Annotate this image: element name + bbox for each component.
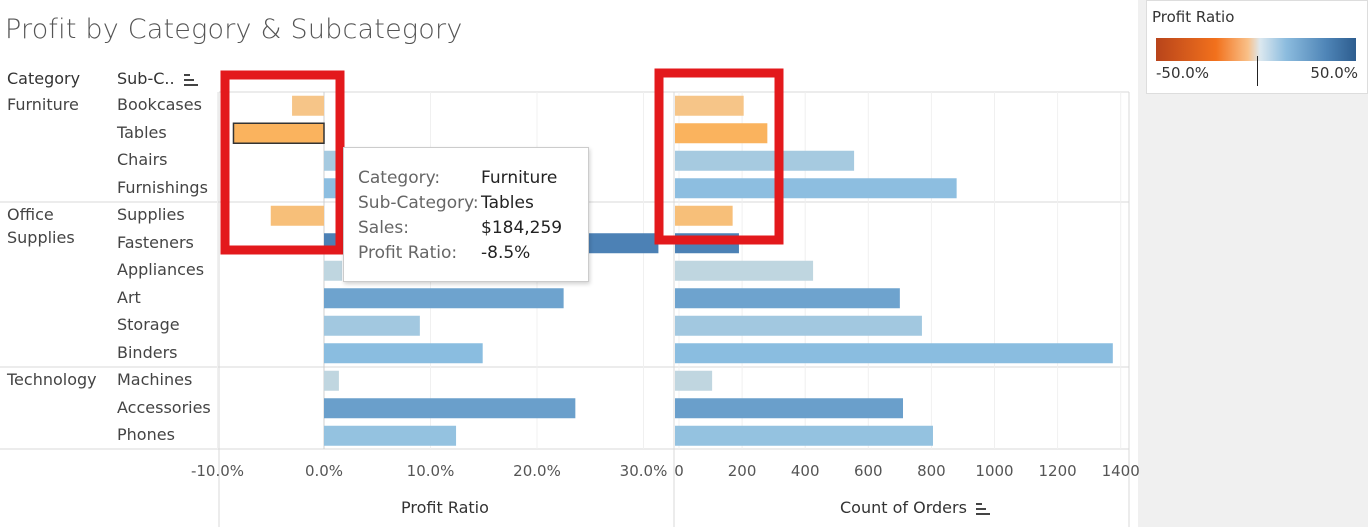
orders-tick-label: 800 — [917, 462, 946, 480]
subcategory-label[interactable]: Chairs — [117, 150, 168, 169]
subcategory-label[interactable]: Phones — [117, 425, 175, 444]
dashboard-title: Profit by Category & Subcategory — [5, 14, 463, 45]
profit-bar-storage — [324, 315, 420, 336]
legend-min-label: -50.0% — [1156, 64, 1210, 82]
profit-ratio-legend[interactable]: Profit Ratio -50.0% 50.0% — [1146, 0, 1368, 94]
legend-marker — [1257, 56, 1258, 86]
profit-bar-tables — [232, 122, 325, 144]
subcategory-label[interactable]: Storage — [117, 315, 180, 334]
subcategory-label[interactable]: Bookcases — [117, 95, 202, 114]
orders-tick-label: 1000 — [975, 462, 1013, 480]
orders-bar-bookcases — [675, 95, 744, 116]
subcategory-label[interactable]: Supplies — [117, 205, 185, 224]
profit-tick-label: 20.0% — [513, 462, 561, 480]
tooltip-row-sales: Sales: $184,259 — [358, 218, 563, 238]
subcategory-label[interactable]: Art — [117, 287, 141, 307]
profit-bar-appliances — [324, 260, 343, 281]
profit-bar-art — [324, 288, 564, 309]
category-label[interactable]: Furniture — [7, 95, 79, 114]
subcategory-label[interactable]: Appliances — [117, 260, 205, 279]
orders-bar-tables — [675, 123, 768, 144]
profit-tick-label: 0.0% — [305, 462, 343, 480]
profit-bar-binders — [324, 343, 483, 364]
orders-bar-phones — [675, 425, 933, 446]
orders-bar-supplies — [675, 205, 733, 226]
subcategory-label[interactable]: Machines — [117, 370, 193, 389]
profit-bar-machines — [324, 370, 339, 391]
legend-title: Profit Ratio — [1152, 8, 1235, 26]
tooltip-row-subcategory: Sub-Category: Tables — [358, 193, 534, 213]
profit-bar-supplies — [270, 205, 324, 226]
orders-bar-chairs — [675, 150, 855, 171]
orders-bar-machines — [675, 370, 713, 391]
subcategory-label[interactable]: Binders — [117, 342, 178, 362]
category-header[interactable]: Category — [7, 69, 81, 88]
subcategory-label[interactable]: Furnishings — [117, 177, 208, 197]
orders-tick-label: 600 — [854, 462, 883, 480]
sort-icon[interactable] — [183, 73, 198, 86]
count-of-orders-axis-title[interactable]: Count of Orders — [840, 498, 991, 517]
tooltip: Category: Furniture Sub-Category: Tables S… — [343, 147, 589, 282]
category-label[interactable]: Office Supplies — [7, 205, 75, 247]
sort-icon[interactable] — [976, 502, 991, 515]
profit-tick-label: -10.0% — [191, 462, 244, 480]
profit-tick-label: 30.0% — [620, 462, 668, 480]
orders-bar-furnishings — [675, 178, 957, 199]
bar-charts: -10.0% 0.0% 10.0% 20.0% 30.0% 0 200 400 600 800 10… — [0, 68, 1140, 527]
highlight-box — [654, 68, 784, 245]
tooltip-row-category: Category: Furniture — [358, 168, 558, 188]
orders-bar-art — [675, 288, 900, 309]
orders-bar-binders — [675, 343, 1113, 364]
orders-bar-appliances — [675, 260, 814, 281]
profit-bar-phones — [324, 425, 457, 446]
legend-color-ramp — [1156, 38, 1356, 61]
orders-tick-label: 200 — [728, 462, 757, 480]
profit-ratio-axis-title: Profit Ratio — [401, 498, 489, 517]
orders-tick-label: 1200 — [1039, 462, 1077, 480]
highlight-box — [220, 70, 345, 255]
orders-tick-label: 0 — [674, 462, 684, 480]
tooltip-row-profit-ratio: Profit Ratio: -8.5% — [358, 243, 531, 263]
subcategory-label[interactable]: Tables — [117, 122, 167, 142]
legend-max-label: 50.0% — [1310, 64, 1358, 82]
subcategory-header[interactable]: Sub-C.. — [117, 69, 198, 88]
orders-tick-label: 400 — [791, 462, 820, 480]
profit-tick-label: 10.0% — [407, 462, 455, 480]
subcategory-label[interactable]: Accessories — [117, 397, 211, 417]
profit-bar-bookcases — [292, 95, 324, 116]
subcategory-label[interactable]: Fasteners — [117, 232, 194, 252]
orders-bar-storage — [675, 315, 922, 336]
category-label[interactable]: Technology — [7, 370, 97, 389]
orders-tick-label: 1400 — [1102, 462, 1140, 480]
profit-bar-accessories — [324, 398, 576, 419]
orders-bar-accessories — [675, 398, 904, 419]
